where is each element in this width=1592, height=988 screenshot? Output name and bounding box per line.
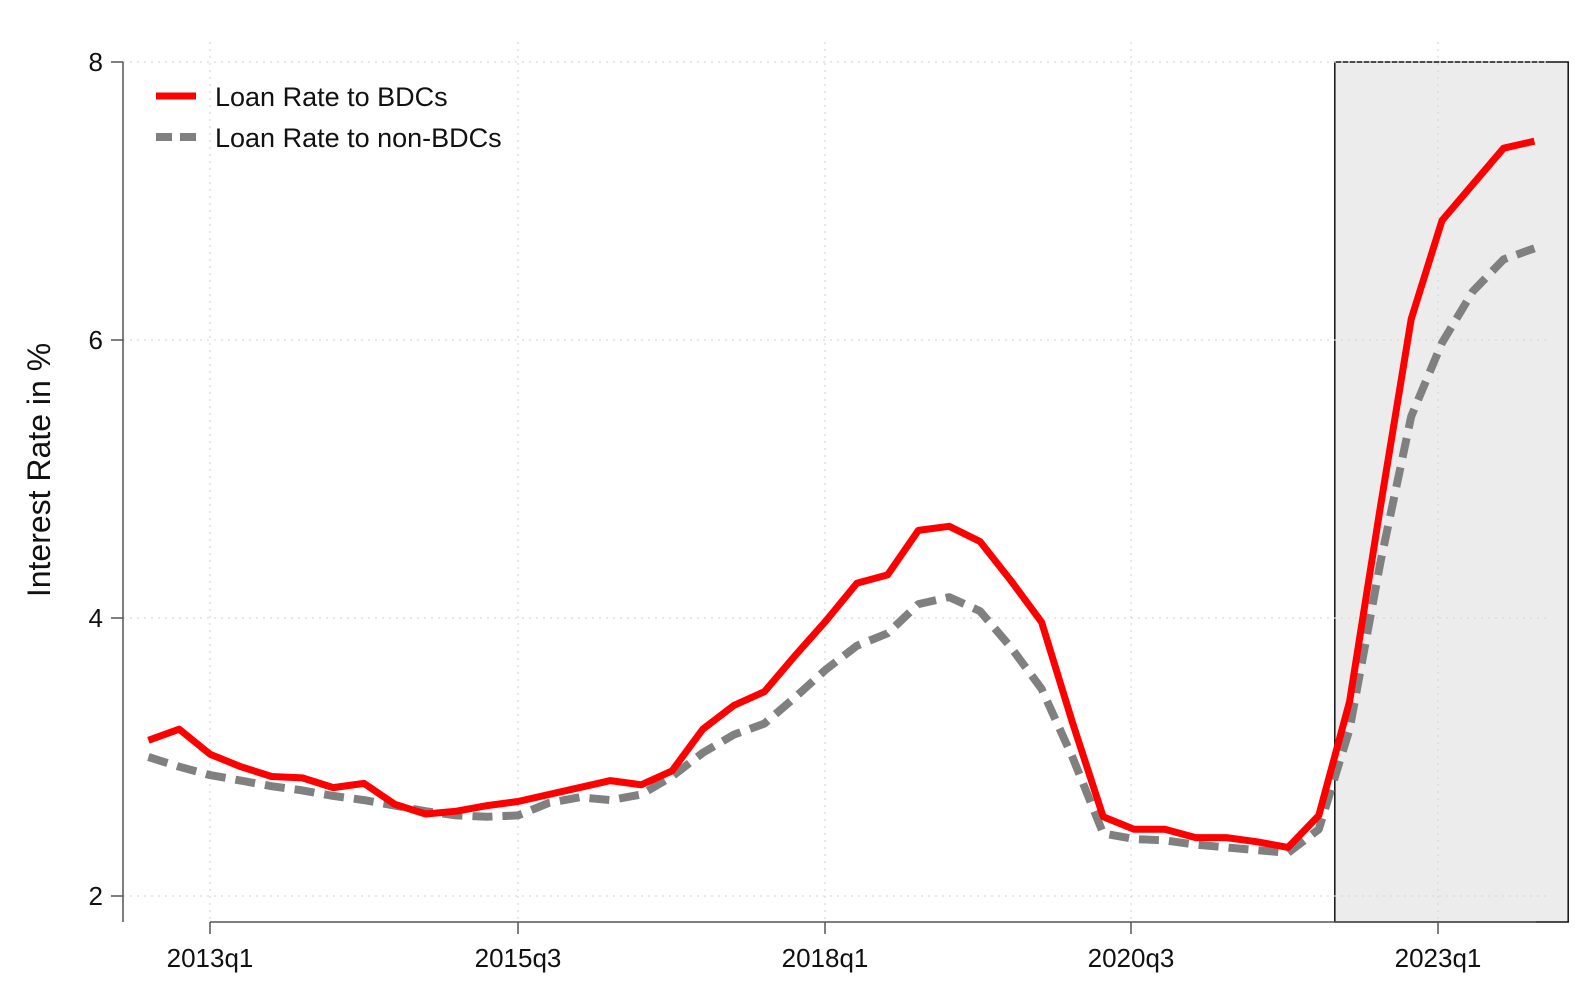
shaded-region — [1334, 61, 1569, 923]
y-tick-label: 6 — [89, 325, 103, 355]
y-tick-label: 2 — [89, 881, 103, 911]
series-line-bdc — [147, 137, 1536, 851]
legend-label-non-bdc: Loan Rate to non-BDCs — [215, 123, 502, 153]
axes: 2 4 6 8 2013q1 2015q3 2018q1 2020q3 2023q1 — [89, 47, 1536, 973]
y-tick-label: 8 — [89, 47, 103, 77]
series-lines — [147, 137, 1536, 857]
x-tick-label: 2020q3 — [1088, 943, 1175, 973]
y-tick-label: 4 — [89, 603, 103, 633]
series-line-non-bdc — [147, 244, 1536, 857]
x-tick-label: 2018q1 — [782, 943, 869, 973]
legend-label-bdc: Loan Rate to BDCs — [215, 82, 448, 112]
shaded-region-layer — [1334, 61, 1569, 923]
x-tick-label: 2013q1 — [167, 943, 254, 973]
legend: Loan Rate to BDCs Loan Rate to non-BDCs — [156, 82, 502, 153]
x-tick-label: 2023q1 — [1395, 943, 1482, 973]
x-tick-label: 2015q3 — [475, 943, 562, 973]
y-axis-title: Interest Rate in % — [21, 343, 57, 597]
